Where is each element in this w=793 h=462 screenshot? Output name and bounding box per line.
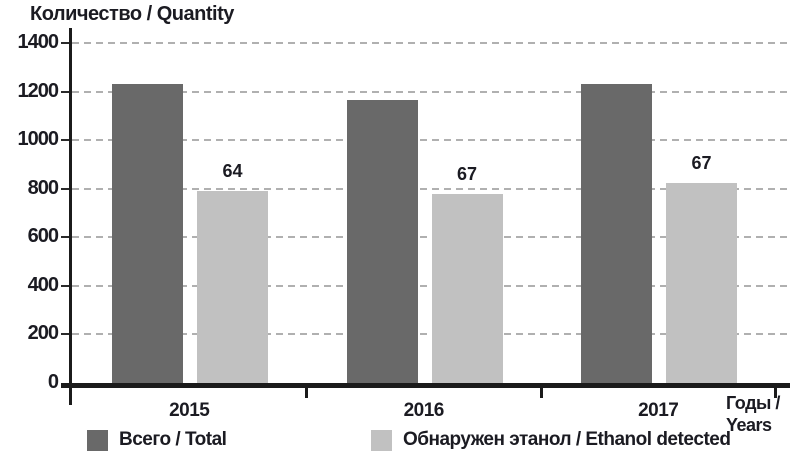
x-axis-tick-1 xyxy=(539,385,543,398)
x-axis-title: Годы / Years xyxy=(726,392,780,436)
x-axis-title-line2: Years xyxy=(726,415,772,435)
value-label-2016: 67 xyxy=(456,163,478,184)
gridline-1000 xyxy=(72,139,790,142)
y-tick-label-600: 600 xyxy=(27,225,59,248)
y-tick-label-1000: 1000 xyxy=(17,128,60,151)
bar-total-2017 xyxy=(581,84,652,383)
y-axis-tick-1200 xyxy=(61,90,70,93)
x-tick-label-2017: 2017 xyxy=(638,400,679,421)
x-axis-tick-2 xyxy=(774,385,777,398)
legend-item-ethanol: Обнаружен этанол / Ethanol detected xyxy=(371,429,731,451)
y-tick-label-200: 200 xyxy=(27,322,59,345)
x-axis-line xyxy=(61,383,790,388)
y-tick-label-1200: 1200 xyxy=(17,79,60,102)
gridline-800 xyxy=(72,187,790,190)
x-tick-label-2016: 2016 xyxy=(403,400,445,421)
y-tick-label-800: 800 xyxy=(27,176,59,199)
y-axis-tick-800 xyxy=(61,187,70,190)
gridline-600 xyxy=(72,236,790,239)
legend-swatch-total xyxy=(87,429,108,451)
bar-total-2015 xyxy=(112,84,183,383)
y-axis-tick-600 xyxy=(61,236,70,239)
y-tick-label-400: 400 xyxy=(27,273,59,296)
y-axis-tick-1000 xyxy=(61,139,70,142)
bar-ethanol-2016 xyxy=(431,193,503,383)
y-axis-tick-200 xyxy=(61,333,70,336)
bar-ethanol-2015 xyxy=(197,191,268,383)
gridline-1200 xyxy=(72,90,790,93)
y-tick-label-1400: 1400 xyxy=(17,31,60,54)
legend-item-total: Всего / Total xyxy=(87,429,227,451)
legend-label-ethanol: Обнаружен этанол / Ethanol detected xyxy=(403,429,731,450)
gridline-400 xyxy=(72,284,790,287)
bar-ethanol-2017 xyxy=(666,182,737,383)
x-axis-title-line1: Годы / xyxy=(726,393,780,413)
bar-total-2016 xyxy=(346,100,418,383)
gridline-200 xyxy=(72,333,790,336)
y-tick-label-0: 0 xyxy=(47,371,59,393)
value-label-2015: 64 xyxy=(222,161,243,182)
value-label-2017: 67 xyxy=(691,152,712,173)
legend-swatch-ethanol xyxy=(371,429,392,451)
x-tick-label-2015: 2015 xyxy=(169,400,210,421)
legend-label-total: Всего / Total xyxy=(119,429,227,450)
y-axis-line xyxy=(69,28,72,405)
gridline-1400 xyxy=(72,42,790,45)
x-axis-tick-0 xyxy=(305,385,308,398)
x-axis-tick-origin xyxy=(69,388,72,405)
chart-title: Количество / Quantity xyxy=(30,3,234,25)
y-axis-tick-1400 xyxy=(61,42,70,45)
y-axis-tick-400 xyxy=(61,284,70,287)
